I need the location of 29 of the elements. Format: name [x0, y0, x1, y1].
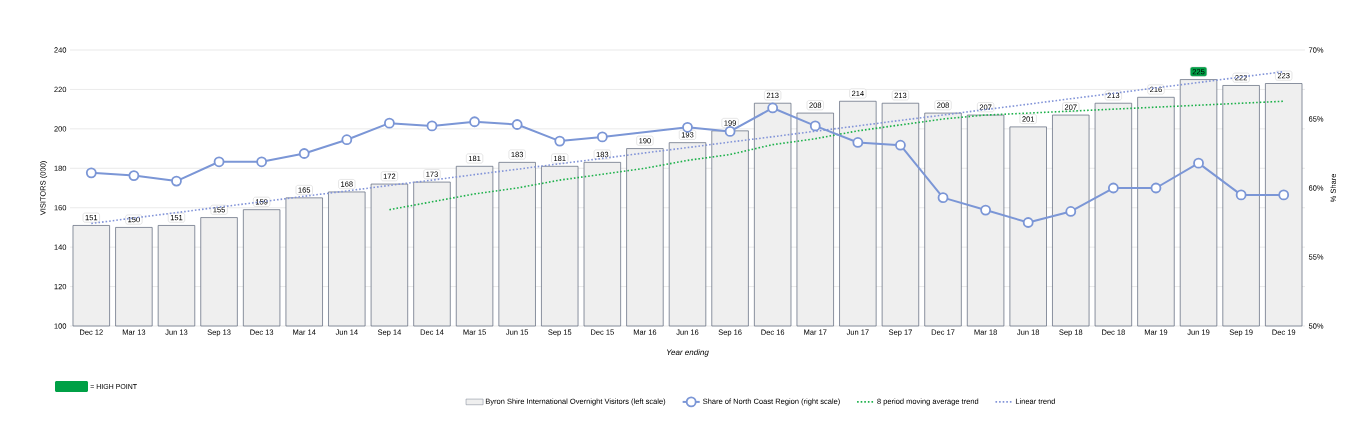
- point: [1193, 157, 1204, 169]
- point: [426, 120, 438, 132]
- point: [554, 135, 566, 147]
- point: [128, 170, 140, 181]
- point: [85, 167, 97, 179]
- point: [1107, 182, 1119, 194]
- point: [767, 102, 779, 114]
- point: [1278, 189, 1290, 201]
- point: [895, 139, 906, 151]
- point: [1150, 182, 1162, 194]
- point: [1065, 206, 1077, 217]
- point: [937, 192, 949, 204]
- point: [980, 204, 992, 216]
- point: [469, 116, 480, 128]
- point: [384, 117, 395, 129]
- point: [852, 137, 864, 148]
- x-axis-title: Year ending: [666, 349, 709, 357]
- point: [256, 156, 268, 168]
- point: [809, 120, 821, 132]
- point: [682, 121, 693, 133]
- point: [298, 148, 310, 159]
- point: [171, 175, 182, 187]
- point: [1022, 217, 1034, 228]
- point: [1235, 189, 1247, 201]
- point: [341, 134, 353, 146]
- point: [213, 156, 225, 168]
- point: [596, 131, 608, 143]
- point: [724, 126, 736, 137]
- point: [511, 119, 523, 130]
